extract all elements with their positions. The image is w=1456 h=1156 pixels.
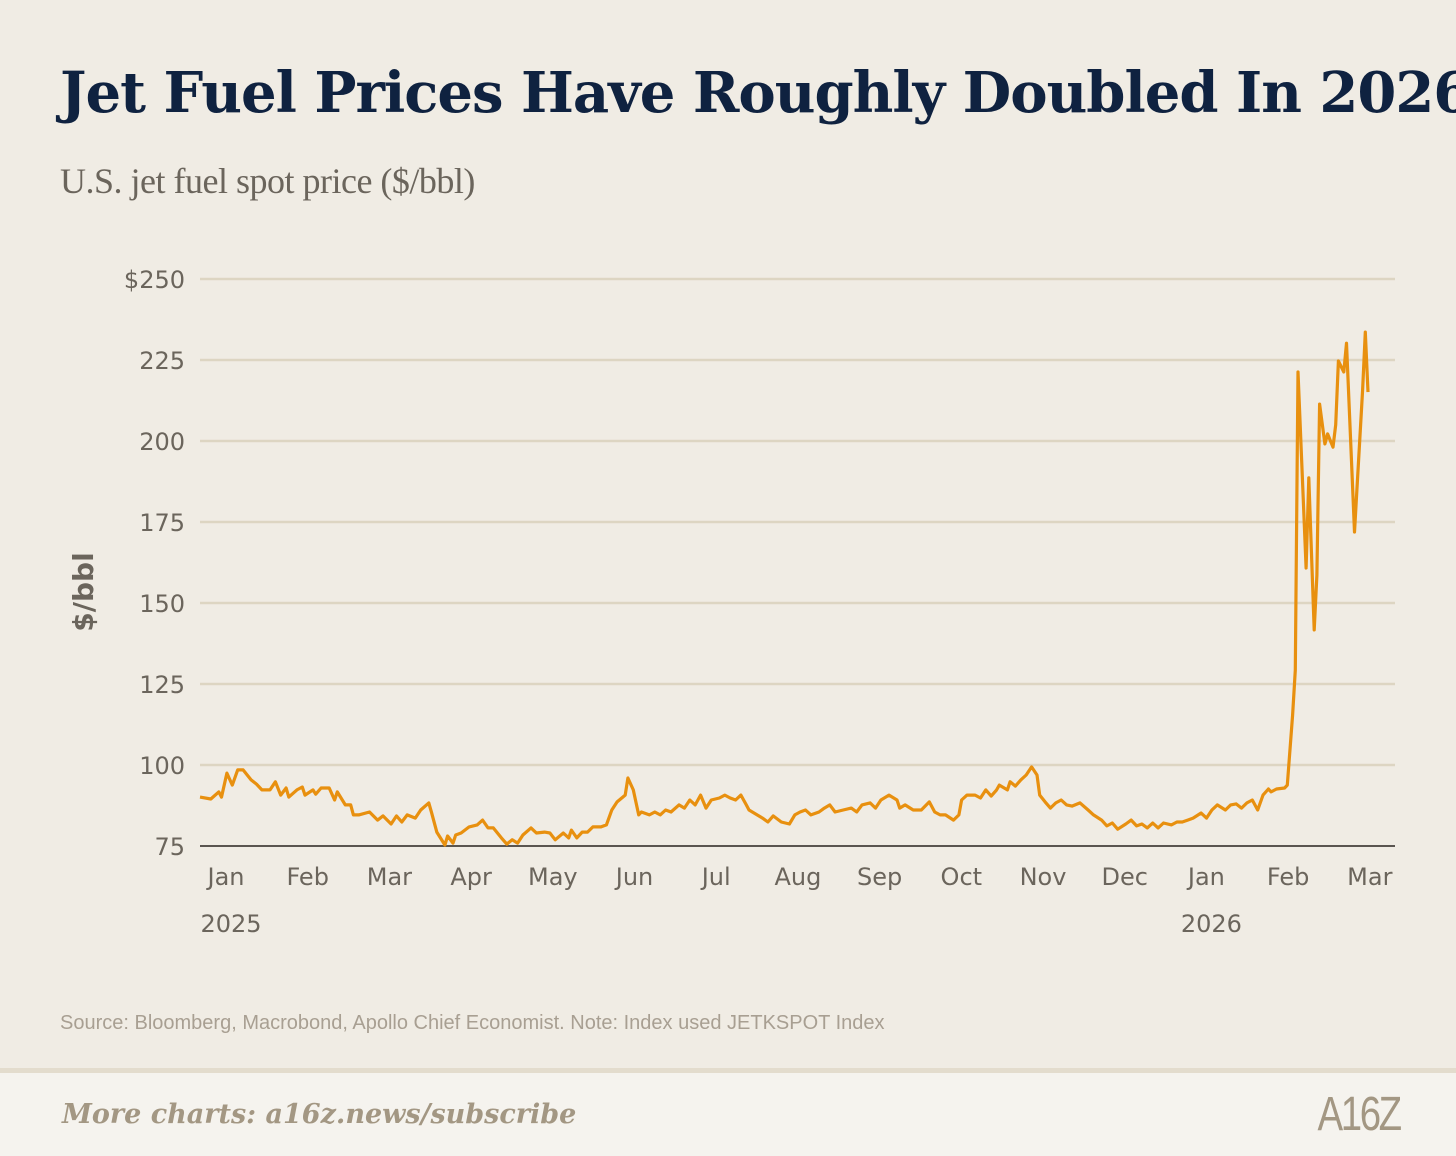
x-tick-label: Jul: [700, 863, 731, 891]
x-tick-label: Oct: [941, 863, 983, 891]
x-tick-label: May: [528, 863, 578, 891]
series-line-jet-fuel: [199, 330, 1370, 847]
x-tick-label: Feb: [1267, 863, 1310, 891]
x-tick-label: Jan: [206, 863, 245, 891]
x-tick-label: Dec: [1101, 863, 1147, 891]
subscribe-link[interactable]: More charts: a16z.news/subscribe: [62, 1099, 577, 1130]
y-tick-label: 125: [139, 671, 185, 699]
y-axis-title: $/bbl: [67, 552, 100, 631]
y-tick-label: 175: [139, 509, 185, 537]
y-tick-label: $250: [124, 266, 185, 294]
x-year-label: 2025: [200, 910, 261, 938]
y-tick-labels: $250 225 200 175 150 125 100 75: [124, 266, 185, 861]
chart-subtitle: U.S. jet fuel spot price ($/bbl): [60, 161, 475, 201]
source-note: Source: Bloomberg, Macrobond, Apollo Chi…: [60, 1012, 885, 1034]
y-tick-label: 75: [154, 833, 185, 861]
y-tick-label: 150: [139, 590, 185, 618]
a16z-logo: A16Z: [1317, 1088, 1403, 1141]
x-tick-label: Jun: [614, 863, 654, 891]
footer-banner: More charts: a16z.news/subscribe A16Z: [0, 1068, 1456, 1156]
y-tick-label: 225: [139, 347, 185, 375]
x-tick-label: Apr: [450, 863, 492, 891]
x-tick-label: Feb: [286, 863, 329, 891]
x-tick-label: Nov: [1020, 863, 1067, 891]
gridlines: [200, 277, 1395, 847]
x-year-label: 2026: [1181, 910, 1242, 938]
chart: $250 225 200 175 150 125 100 75 Jan 2025 Feb Mar Ap…: [67, 266, 1395, 938]
x-tick-label: Aug: [774, 863, 821, 891]
y-tick-label: 200: [139, 428, 185, 456]
x-tick-labels: Jan 2025 Feb Mar Apr May Jun Jul Aug Sep Oct Nov Dec…: [200, 863, 1392, 938]
y-tick-label: 100: [139, 752, 185, 780]
x-tick-label: Mar: [1347, 863, 1392, 891]
chart-title: Jet Fuel Prices Have Roughly Doubled In …: [60, 60, 1456, 126]
x-tick-label: Mar: [367, 863, 412, 891]
x-tick-label: Jan: [1186, 863, 1225, 891]
x-tick-label: Sep: [857, 863, 902, 891]
